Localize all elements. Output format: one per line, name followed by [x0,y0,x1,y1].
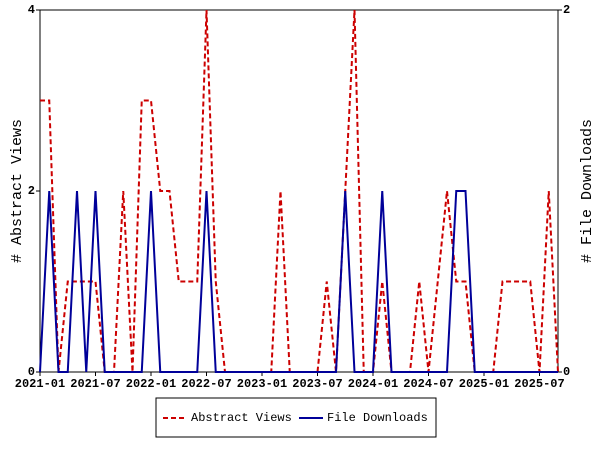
y2-tick-label: 2 [563,3,570,17]
series-line [39,190,558,373]
x-tick-label: 2025-01 [459,377,509,391]
x-tick-label: 2022-07 [181,377,231,391]
legend-label: Abstract Views [191,411,292,425]
y-tick-label: 2 [28,184,35,198]
x-tick-label: 2021-07 [70,377,120,391]
x-tick-label: 2024-01 [348,377,398,391]
x-tick-label: 2023-01 [237,377,287,391]
y-tick-label: 0 [28,365,35,379]
x-tick-label: 2022-01 [126,377,176,391]
y2-axis-title: # File Downloads [579,119,596,263]
y2-tick-label: 0 [563,365,570,379]
x-tick-label: 2025-07 [514,377,564,391]
series-line [40,9,559,373]
x-tick-label: 2023-07 [292,377,342,391]
legend-label: File Downloads [327,411,428,425]
legend [155,397,437,438]
y-axis-title: # Abstract Views [9,119,26,263]
x-tick-label: 2021-01 [15,377,65,391]
x-tick-label: 2024-07 [403,377,453,391]
y-tick-label: 4 [28,3,35,17]
